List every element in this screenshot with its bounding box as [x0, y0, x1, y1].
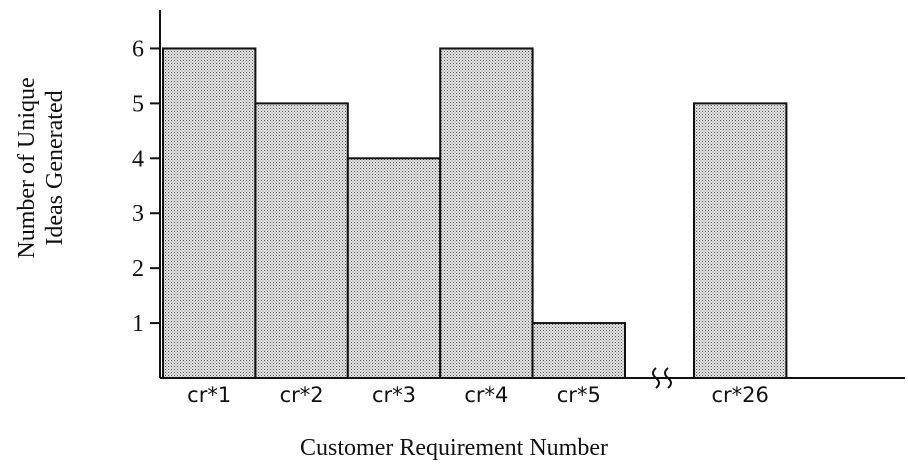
- y-axis-title-line: Ideas Generated: [42, 90, 68, 245]
- axis-break: [652, 367, 672, 389]
- y-tick-label: 4: [132, 146, 144, 172]
- bar: [693, 102, 788, 379]
- x-tick-label: cr*1: [187, 383, 231, 407]
- x-tick-label: cr*4: [464, 383, 508, 407]
- x-axis-title: Customer Requirement Number: [300, 435, 608, 461]
- x-tick-label: cr*26: [711, 383, 768, 407]
- bar: [346, 157, 442, 379]
- bar: [162, 47, 257, 380]
- y-tick-label: 5: [132, 91, 144, 117]
- y-tick-label: 2: [132, 256, 144, 282]
- y-axis-title-line: Number of Unique: [14, 77, 40, 258]
- bar: [439, 47, 534, 380]
- bar: [531, 322, 626, 379]
- x-tick-label: cr*2: [280, 383, 324, 407]
- x-tick-label: cr*3: [372, 383, 416, 407]
- y-axis-title: Number of Unique Ideas Generated: [14, 77, 68, 258]
- x-tick-label: cr*5: [557, 383, 601, 407]
- y-tick-label: 6: [132, 36, 144, 62]
- y-tick-label: 1: [132, 311, 144, 337]
- y-tick-label: 3: [132, 201, 144, 227]
- bar: [254, 102, 349, 379]
